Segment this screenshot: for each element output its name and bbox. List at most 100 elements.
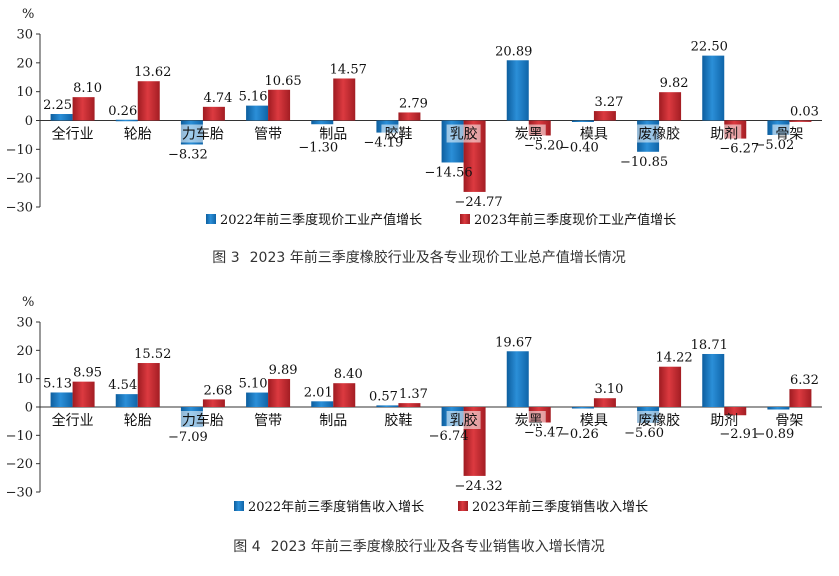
- bar-series2: [398, 403, 421, 407]
- category-label: 轮胎: [124, 413, 152, 429]
- category-label: 骨架: [775, 413, 803, 429]
- category-label-backdrop: [446, 411, 481, 429]
- data-label-series2: −5.20: [524, 138, 564, 153]
- figure-caption: 图 3 2023 年前三季度橡胶行业及各专业现价工业总产值增长情况: [212, 249, 625, 266]
- category-label: 制品: [319, 413, 347, 429]
- bar-series2: [398, 112, 421, 121]
- bar-series2: [659, 92, 682, 121]
- chart-title: 2023 年前三季度橡胶行业及各专业销售收入增长情况: [271, 538, 605, 555]
- data-label-series2: 9.82: [660, 76, 689, 91]
- legend-label-1: 2022年前三季度现价工业产值增长: [220, 212, 422, 228]
- category-label-backdrop: [178, 124, 227, 143]
- y-tick-label: −20: [6, 457, 33, 472]
- data-label-series1: 0.26: [108, 104, 137, 119]
- data-label-series1: 22.50: [691, 40, 728, 55]
- bar-series2: [137, 363, 160, 407]
- data-label-series2: −24.77: [455, 195, 503, 210]
- figure-number: 图 4: [233, 539, 260, 555]
- category-label: 力车胎: [182, 412, 224, 429]
- data-label-series1: −14.56: [425, 165, 473, 180]
- y-tick-label: −10: [6, 143, 33, 158]
- data-label-series2: 9.89: [269, 363, 298, 378]
- data-label-series2: 13.62: [134, 65, 171, 80]
- category-label: 骨架: [775, 127, 803, 143]
- chart-1: % 30 20 10 0 −10 −20 −30 全行业 2.258.10 轮胎 0.26 13.62 力…: [6, 7, 822, 266]
- category-label: 助剂: [710, 413, 738, 429]
- category-label: 制品: [319, 127, 347, 143]
- y-tick-label: 30: [16, 316, 33, 331]
- bar-series2: [333, 383, 356, 407]
- category-label-backdrop: [178, 411, 227, 429]
- data-label-series1: −8.32: [168, 147, 208, 162]
- category-label-backdrop: [635, 124, 684, 143]
- legend-label-1: 2022年前三季度销售收入增长: [248, 499, 424, 515]
- bar-series2: [593, 398, 616, 407]
- y-tick-label: −20: [6, 172, 33, 187]
- data-label-series2: 14.22: [655, 351, 692, 366]
- bar-series2: [659, 366, 682, 407]
- data-label-series2: 14.57: [330, 62, 367, 77]
- legend-label-2: 2023年前三季度现价工业产值增长: [474, 212, 676, 228]
- data-label-series1: 19.67: [495, 335, 532, 350]
- data-label-series1: −5.02: [754, 138, 794, 153]
- chart-2: % 30 20 10 0 −10 −20 −30 全行业 5.138.95 轮胎 4.54 15.52 力…: [6, 295, 822, 555]
- bar-series2: [137, 81, 160, 121]
- data-label-series2: −24.32: [455, 479, 503, 494]
- bar-series1: [246, 105, 269, 121]
- bar-series1: [571, 407, 594, 409]
- bar-series1: [571, 120, 594, 122]
- data-label-series2: 8.10: [73, 81, 102, 96]
- data-label-series1: 5.10: [239, 377, 268, 392]
- y-tick-label: 10: [16, 372, 33, 387]
- legend-swatch-1: [206, 214, 216, 224]
- y-tick-label: 10: [16, 85, 33, 100]
- data-label-series1: 18.71: [691, 338, 728, 353]
- bar-series2: [72, 381, 95, 407]
- category-label: 力车胎: [182, 126, 224, 143]
- data-label-series1: 5.13: [43, 376, 72, 391]
- category-label: 废橡胶: [638, 412, 680, 429]
- data-label-series2: 2.68: [203, 383, 232, 398]
- category-label-backdrop: [446, 124, 481, 143]
- y-axis-unit: %: [22, 7, 34, 22]
- data-label-series1: 2.25: [43, 98, 72, 113]
- data-label-series2: 8.95: [73, 366, 102, 381]
- data-label-series2: 15.52: [134, 347, 171, 362]
- bar-series2: [202, 399, 225, 407]
- bar-series2: [724, 407, 747, 416]
- y-tick-label: −30: [6, 486, 33, 501]
- bar-series2: [268, 378, 291, 407]
- y-tick-label: 20: [16, 56, 33, 71]
- bar-series2: [333, 78, 356, 121]
- bar-series1: [246, 392, 269, 407]
- data-label-series2: 3.27: [594, 95, 623, 110]
- category-label-backdrop: [707, 124, 742, 143]
- data-label-series2: 3.10: [594, 382, 623, 397]
- bar-series1: [506, 60, 529, 121]
- category-label: 炭黑: [515, 413, 543, 429]
- legend-swatch-1: [234, 501, 244, 511]
- y-tick-label: 0: [25, 114, 33, 129]
- data-label-series1: −0.89: [754, 427, 794, 442]
- category-label-backdrop: [635, 411, 684, 429]
- category-label: 炭黑: [515, 127, 543, 143]
- category-label-backdrop: [511, 411, 546, 429]
- data-label-series1: −0.26: [559, 427, 599, 442]
- bar-series1: [311, 401, 334, 407]
- data-label-series1: −4.19: [363, 136, 403, 151]
- data-label-series1: 5.16: [239, 90, 268, 105]
- data-label-series2: −6.27: [719, 142, 759, 157]
- data-label-series2: 2.79: [399, 96, 428, 111]
- category-label: 全行业: [52, 126, 94, 143]
- category-label: 管带: [254, 413, 282, 429]
- y-tick-label: 30: [16, 28, 33, 43]
- category-label: 乳胶: [450, 126, 478, 143]
- bar-series2: [202, 106, 225, 121]
- bar-series1: [702, 55, 725, 121]
- data-label-series2: 1.37: [399, 387, 428, 402]
- data-label-series2: 0.03: [790, 104, 819, 119]
- data-label-series1: −5.60: [624, 426, 664, 441]
- bar-series1: [702, 353, 725, 407]
